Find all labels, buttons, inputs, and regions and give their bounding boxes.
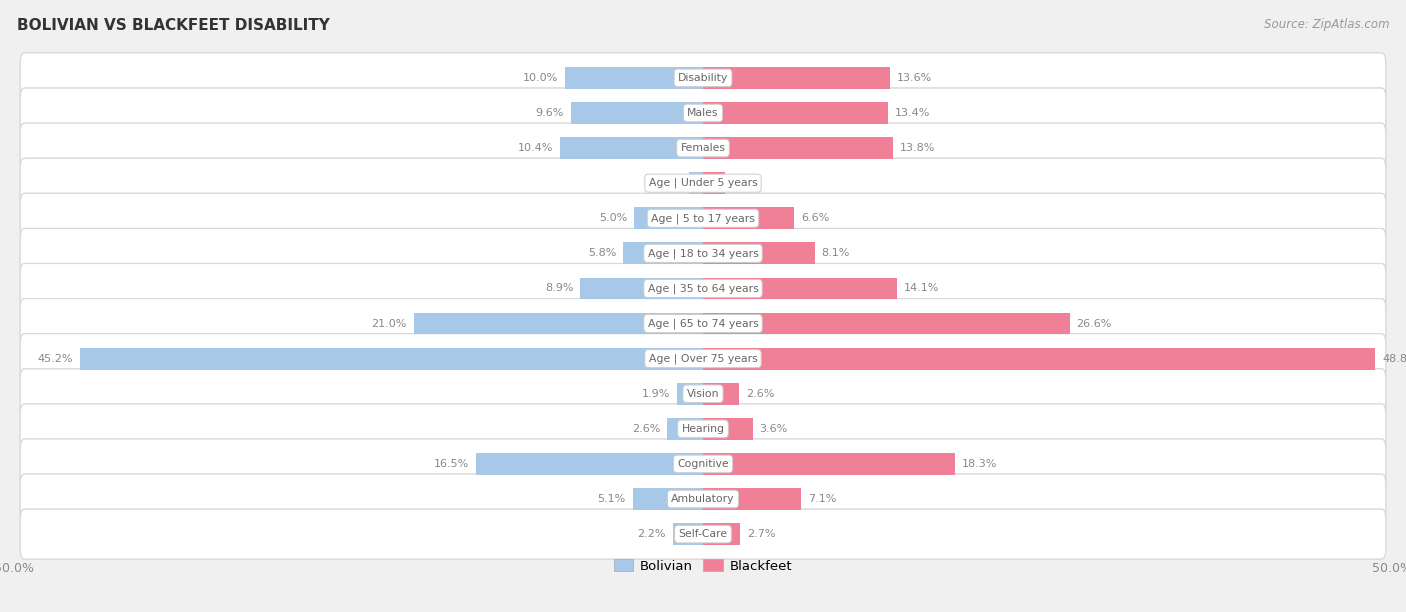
Text: Age | Over 75 years: Age | Over 75 years <box>648 353 758 364</box>
Text: 5.0%: 5.0% <box>599 213 627 223</box>
FancyBboxPatch shape <box>20 334 1386 384</box>
FancyBboxPatch shape <box>20 404 1386 453</box>
FancyBboxPatch shape <box>20 299 1386 348</box>
Bar <box>676 383 703 405</box>
Bar <box>703 102 887 124</box>
Text: 7.1%: 7.1% <box>807 494 837 504</box>
Text: 10.0%: 10.0% <box>523 73 558 83</box>
Text: Females: Females <box>681 143 725 153</box>
Bar <box>413 313 703 334</box>
Text: Age | Under 5 years: Age | Under 5 years <box>648 178 758 188</box>
FancyBboxPatch shape <box>20 193 1386 243</box>
Bar <box>80 348 703 370</box>
Text: 16.5%: 16.5% <box>433 459 468 469</box>
Text: BOLIVIAN VS BLACKFEET DISABILITY: BOLIVIAN VS BLACKFEET DISABILITY <box>17 18 330 34</box>
Text: 6.6%: 6.6% <box>801 213 830 223</box>
Text: 45.2%: 45.2% <box>38 354 73 364</box>
Bar <box>703 418 752 439</box>
FancyBboxPatch shape <box>20 264 1386 313</box>
Text: Age | 18 to 34 years: Age | 18 to 34 years <box>648 248 758 259</box>
Bar <box>623 242 703 264</box>
Text: Age | 5 to 17 years: Age | 5 to 17 years <box>651 213 755 223</box>
Bar <box>703 242 814 264</box>
Text: 1.0%: 1.0% <box>654 178 682 188</box>
Bar <box>703 278 897 299</box>
Bar <box>565 67 703 89</box>
Text: Age | 65 to 74 years: Age | 65 to 74 years <box>648 318 758 329</box>
Text: 13.8%: 13.8% <box>900 143 935 153</box>
FancyBboxPatch shape <box>20 123 1386 173</box>
Text: 2.2%: 2.2% <box>637 529 666 539</box>
Bar <box>475 453 703 475</box>
Text: 21.0%: 21.0% <box>371 319 406 329</box>
FancyBboxPatch shape <box>20 474 1386 524</box>
Bar <box>703 207 794 229</box>
Text: Males: Males <box>688 108 718 118</box>
Text: 2.6%: 2.6% <box>745 389 775 399</box>
Bar <box>703 383 738 405</box>
Bar <box>703 173 725 194</box>
Text: Ambulatory: Ambulatory <box>671 494 735 504</box>
Bar <box>689 173 703 194</box>
FancyBboxPatch shape <box>20 88 1386 138</box>
Bar <box>703 137 893 159</box>
Text: Source: ZipAtlas.com: Source: ZipAtlas.com <box>1264 18 1389 31</box>
FancyBboxPatch shape <box>20 228 1386 278</box>
Text: 2.7%: 2.7% <box>747 529 776 539</box>
Bar <box>672 523 703 545</box>
Bar <box>634 207 703 229</box>
Bar <box>560 137 703 159</box>
Text: 5.8%: 5.8% <box>588 248 616 258</box>
Text: 13.6%: 13.6% <box>897 73 932 83</box>
Text: Disability: Disability <box>678 73 728 83</box>
Text: 18.3%: 18.3% <box>962 459 997 469</box>
Text: 5.1%: 5.1% <box>598 494 626 504</box>
Text: 1.9%: 1.9% <box>641 389 669 399</box>
Bar <box>571 102 703 124</box>
Text: 10.4%: 10.4% <box>517 143 553 153</box>
Text: 26.6%: 26.6% <box>1077 319 1112 329</box>
Text: Cognitive: Cognitive <box>678 459 728 469</box>
Bar <box>703 453 955 475</box>
Bar <box>703 488 801 510</box>
Legend: Bolivian, Blackfeet: Bolivian, Blackfeet <box>609 554 797 578</box>
FancyBboxPatch shape <box>20 369 1386 419</box>
Text: Self-Care: Self-Care <box>679 529 727 539</box>
Text: Vision: Vision <box>686 389 720 399</box>
Text: 48.8%: 48.8% <box>1382 354 1406 364</box>
FancyBboxPatch shape <box>20 509 1386 559</box>
Bar <box>703 67 890 89</box>
FancyBboxPatch shape <box>20 439 1386 489</box>
Text: 1.6%: 1.6% <box>733 178 761 188</box>
Text: 8.1%: 8.1% <box>821 248 849 258</box>
Text: Hearing: Hearing <box>682 424 724 434</box>
Bar <box>703 523 740 545</box>
Text: Age | 35 to 64 years: Age | 35 to 64 years <box>648 283 758 294</box>
Bar <box>668 418 703 439</box>
Text: 13.4%: 13.4% <box>894 108 929 118</box>
FancyBboxPatch shape <box>20 53 1386 103</box>
Text: 9.6%: 9.6% <box>536 108 564 118</box>
Bar <box>703 348 1375 370</box>
Text: 8.9%: 8.9% <box>546 283 574 293</box>
Bar <box>703 313 1070 334</box>
Text: 2.6%: 2.6% <box>631 424 661 434</box>
Text: 3.6%: 3.6% <box>759 424 787 434</box>
Bar <box>581 278 703 299</box>
Bar <box>633 488 703 510</box>
Text: 14.1%: 14.1% <box>904 283 939 293</box>
FancyBboxPatch shape <box>20 159 1386 208</box>
